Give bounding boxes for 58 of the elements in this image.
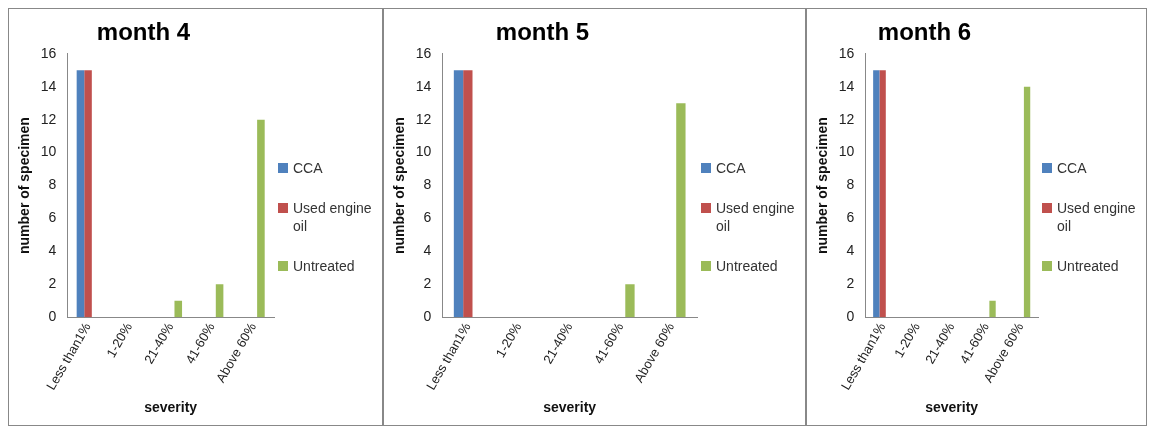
legend-label: Untreated <box>1057 257 1119 275</box>
y-tick-label: 16 <box>40 44 57 61</box>
chart-title: month 5 <box>495 18 590 46</box>
legend-label: Untreated <box>293 257 355 275</box>
y-tick-label: 4 <box>846 242 855 259</box>
y-tick-label: 0 <box>48 308 57 325</box>
y-tick-label: 10 <box>40 143 57 160</box>
y-tick-label: 14 <box>838 77 855 94</box>
y-tick-label: 16 <box>838 44 855 61</box>
y-axis-title: number of specimen <box>391 117 408 255</box>
legend-label: CCA <box>293 159 323 177</box>
y-tick-label: 12 <box>40 110 57 127</box>
y-tick-label: 6 <box>48 209 57 226</box>
y-tick-label: 12 <box>415 110 432 127</box>
y-tick-label: 8 <box>846 176 855 193</box>
legend-label: CCA <box>716 159 746 177</box>
legend-label: Used engine oil <box>293 199 373 235</box>
y-tick-label: 12 <box>838 110 855 127</box>
bar <box>879 70 886 318</box>
y-tick-label: 6 <box>846 209 855 226</box>
y-tick-label: 14 <box>415 77 432 94</box>
y-tick-label: 2 <box>48 275 57 292</box>
y-tick-label: 16 <box>415 44 432 61</box>
y-tick-label: 0 <box>423 308 432 325</box>
legend-label: Used engine oil <box>1057 199 1137 235</box>
y-tick-label: 10 <box>838 143 855 160</box>
legend-label: Untreated <box>716 257 778 275</box>
x-axis-title: severity <box>144 399 198 416</box>
y-tick-label: 2 <box>423 275 432 292</box>
bar <box>215 284 224 318</box>
chart-title: month 6 <box>877 18 972 46</box>
y-axis-title: number of specimen <box>814 117 831 255</box>
y-tick-label: 2 <box>846 275 855 292</box>
y-tick-label: 4 <box>423 242 432 259</box>
bar <box>676 103 686 318</box>
legend-label: CCA <box>1057 159 1087 177</box>
bar <box>84 70 92 318</box>
bar <box>1023 86 1031 318</box>
legend-label: Used engine oil <box>716 199 796 235</box>
y-tick-label: 4 <box>48 242 57 259</box>
y-tick-label: 6 <box>423 209 432 226</box>
bar <box>463 70 473 318</box>
bar <box>873 70 880 318</box>
y-axis-title: number of specimen <box>16 117 33 255</box>
bar <box>453 70 464 318</box>
y-tick-label: 10 <box>415 143 432 160</box>
y-tick-label: 8 <box>48 176 57 193</box>
x-axis-title: severity <box>543 399 597 416</box>
bar <box>257 119 265 318</box>
y-tick-label: 8 <box>423 176 432 193</box>
bar <box>76 70 85 318</box>
chart-title: month 4 <box>96 18 191 46</box>
bar <box>174 300 183 318</box>
x-axis-title: severity <box>925 399 979 416</box>
bar <box>989 300 996 318</box>
y-tick-label: 0 <box>846 308 855 325</box>
y-tick-label: 14 <box>40 77 57 94</box>
bar <box>625 284 635 318</box>
